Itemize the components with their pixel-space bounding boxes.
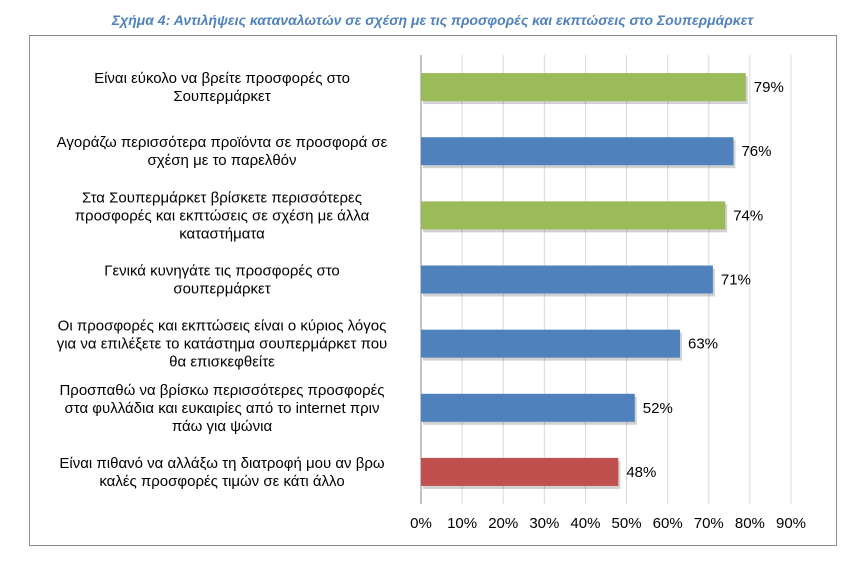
category-label: Στα Σουπερμάρκετ βρίσκετε περισσότερες πρ…: [75, 189, 370, 242]
x-tick-label: 60%: [653, 515, 683, 532]
bars: [421, 73, 748, 489]
category-labels: Είναι εύκολο να βρείτε προσφορές στο Σουπ…: [57, 70, 388, 490]
x-tick-labels: 0% 10% 20% 30% 40% 50% 60% 70% 80% 90%: [410, 515, 806, 532]
x-tick-label: 40%: [570, 515, 600, 532]
category-label: Είναι εύκολο να βρείτε προσφορές στο Σουπ…: [94, 70, 350, 105]
data-label: 71%: [721, 272, 751, 289]
x-tick-label: 90%: [776, 515, 806, 532]
bar: [421, 137, 734, 166]
data-label: 76%: [741, 143, 771, 160]
category-label: Προσπαθώ να βρίσκω περισσότερες προσφορέ…: [59, 382, 384, 435]
category-label: Αγοράζω περισσότερα προϊόντα σε προσφορά…: [57, 134, 388, 169]
category-label: Γενικά κυνηγάτε τις προσφορές στο σουπερμ…: [104, 263, 340, 298]
x-tick-label: 10%: [447, 515, 477, 532]
bar: [421, 457, 619, 486]
chart-frame: [29, 35, 837, 546]
data-label: 63%: [688, 336, 718, 353]
value-labels: 79% 76% 74% 71% 63% 52% 48%: [626, 79, 783, 481]
x-tick-label: 0%: [410, 515, 432, 532]
x-tick-label: 50%: [612, 515, 642, 532]
bar: [421, 201, 726, 230]
data-label: 48%: [626, 464, 656, 481]
data-label: 52%: [643, 400, 673, 417]
data-label: 79%: [754, 79, 784, 96]
x-tick-label: 80%: [735, 515, 765, 532]
chart-title: Σχήμα 4: Αντιλήψεις καταναλωτών σε σχέση…: [111, 12, 754, 28]
bar: [421, 73, 746, 102]
bar: [421, 329, 680, 358]
x-tick-label: 70%: [694, 515, 724, 532]
x-tick-label: 30%: [529, 515, 559, 532]
x-tick-label: 20%: [488, 515, 518, 532]
bar: [421, 265, 713, 294]
bar: [421, 393, 635, 422]
data-label: 74%: [733, 207, 763, 224]
category-label: Οι προσφορές και εκπτώσεις είναι ο κύριο…: [57, 318, 388, 371]
category-label: Είναι πιθανό να αλλάξω τη διατροφή μου α…: [59, 455, 384, 490]
